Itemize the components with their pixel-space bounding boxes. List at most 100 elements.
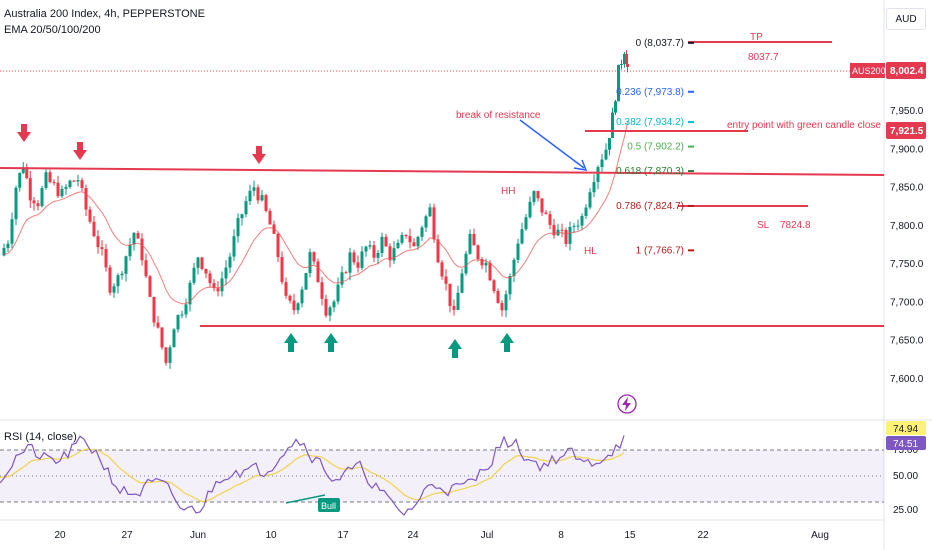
candle-body	[464, 253, 468, 274]
time-tick-label: 27	[121, 530, 133, 541]
candle-body	[68, 180, 72, 188]
candle-body	[432, 207, 436, 240]
candle-body	[348, 252, 352, 273]
candle-body	[228, 256, 232, 268]
candle-body	[260, 195, 264, 201]
candle-body	[588, 192, 592, 208]
candle-body	[212, 283, 216, 289]
candle-body	[324, 298, 328, 316]
time-tick-label: 8	[558, 530, 564, 541]
candle-body	[52, 182, 56, 184]
candle-body	[184, 304, 188, 315]
candle-body	[508, 276, 512, 295]
candle-body	[92, 221, 96, 237]
candle-body	[316, 261, 320, 283]
candle-body	[384, 236, 388, 247]
time-tick-label: Jul	[481, 530, 494, 541]
candle-body	[360, 251, 364, 268]
rsi-tick-25: 25.00	[893, 505, 918, 516]
candle-body	[100, 247, 104, 250]
price-tick-label: 7,900.0	[890, 144, 924, 155]
chart-title: Australia 200 Index, 4h, PEPPERSTONE	[4, 8, 205, 20]
time-tick-label: Aug	[811, 530, 829, 541]
candle-body	[492, 280, 496, 292]
candle-body	[620, 63, 623, 65]
candle-body	[600, 159, 604, 168]
candle-body	[617, 64, 620, 102]
price-tick-label: 7,700.0	[890, 297, 924, 308]
candle-body	[176, 315, 180, 330]
currency-button[interactable]: AUD	[886, 8, 926, 30]
candle-body	[21, 167, 25, 173]
candle-body	[625, 53, 628, 64]
candle-body	[448, 283, 452, 307]
candle-body	[396, 242, 400, 249]
level-price-badge: 7,921.5	[890, 126, 924, 137]
candle-body	[268, 210, 272, 225]
candle-body	[304, 273, 308, 290]
candle-body	[180, 314, 184, 316]
candle-body	[444, 276, 448, 284]
candle-body	[292, 300, 296, 311]
candle-body	[412, 242, 416, 247]
candle-body	[344, 272, 348, 274]
candle-body	[484, 262, 488, 266]
candle-body	[468, 233, 472, 254]
candle-body	[156, 322, 160, 328]
candle-body	[18, 172, 22, 188]
symbol-badge: AUS200	[852, 66, 886, 76]
candle-body	[500, 302, 504, 311]
candle-body	[400, 234, 404, 243]
hl-label: HL	[584, 246, 597, 257]
candle-body	[604, 149, 608, 160]
fib-level-label: 0.5 (7,902.2)	[627, 142, 684, 153]
candle-body	[520, 229, 524, 244]
candle-body	[424, 216, 428, 228]
candle-body	[320, 282, 324, 299]
fib-level-label: 0.236 (7,973.8)	[616, 87, 684, 98]
ema-indicator-label[interactable]: EMA 20/50/100/200	[4, 24, 101, 36]
candle-body	[32, 200, 36, 204]
tp-value: 8037.7	[748, 52, 779, 63]
candle-body	[64, 187, 68, 189]
candle-body	[188, 282, 192, 305]
candle-body	[408, 236, 412, 243]
break-label: break of resistance	[456, 110, 541, 121]
candle-body	[564, 229, 568, 244]
candle-body	[276, 233, 280, 258]
candle-body	[25, 167, 29, 179]
candle-body	[88, 209, 92, 222]
candle-body	[388, 246, 392, 261]
candle-body	[428, 207, 432, 217]
time-tick-label: 20	[54, 530, 66, 541]
candle-body	[272, 224, 276, 234]
candle-body	[560, 229, 564, 231]
candle-body	[76, 180, 80, 182]
candle-body	[128, 244, 132, 257]
rsi-title[interactable]: RSI (14, close)	[4, 431, 77, 443]
candle-body	[168, 347, 172, 363]
candle-body	[576, 225, 580, 227]
resistance-line[interactable]	[0, 167, 885, 176]
candle-body	[452, 306, 456, 310]
price-tick-label: 7,950.0	[890, 106, 924, 117]
candle-body	[172, 329, 176, 348]
candle-body	[300, 289, 304, 304]
candle-body	[148, 276, 152, 297]
candle-body	[340, 272, 344, 285]
tp-label: TP	[750, 32, 763, 43]
up-arrow-markers	[284, 333, 514, 358]
hh-label: HH	[501, 186, 515, 197]
candle-body	[136, 232, 140, 239]
time-tick-label: 22	[697, 530, 709, 541]
candle-body	[611, 112, 614, 139]
candle-body	[488, 262, 492, 281]
candle-body	[2, 247, 6, 256]
fib-level-label: 0.618 (7,870.3)	[616, 166, 684, 177]
candle-body	[36, 203, 40, 207]
candle-body	[623, 53, 626, 64]
candle-body	[608, 138, 611, 150]
candle-body	[368, 245, 372, 247]
candle-body	[440, 262, 444, 277]
